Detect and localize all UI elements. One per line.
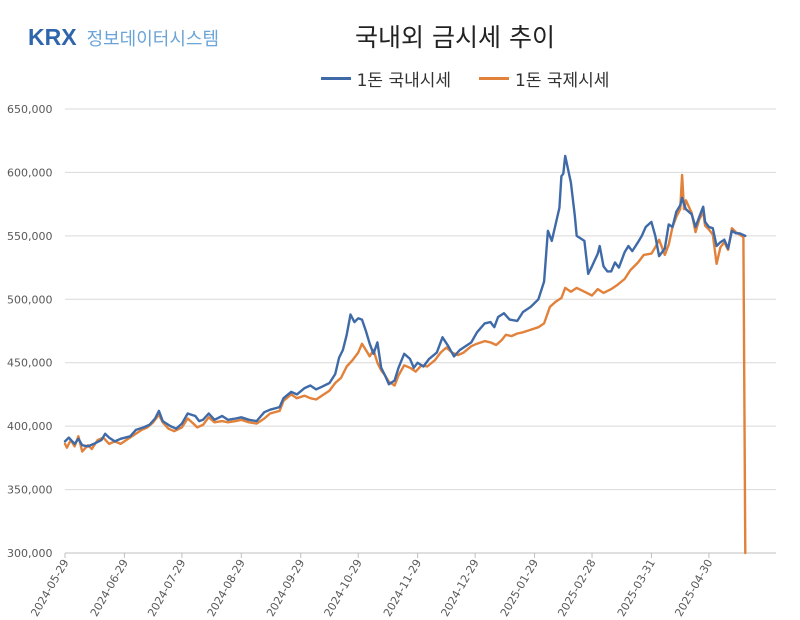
x-tick-label: 2024-08-29	[205, 557, 248, 619]
y-tick-label: 400,000	[7, 420, 53, 433]
y-tick-label: 650,000	[7, 103, 53, 116]
x-tick-label: 2025-01-29	[498, 557, 541, 619]
gridlines	[65, 108, 776, 554]
y-tick-label: 500,000	[7, 293, 53, 306]
x-tick-label: 2024-09-29	[264, 557, 307, 619]
chart-legend: 1돈 국내시세 1돈 국제시세	[0, 66, 800, 91]
legend-label-international: 1돈 국제시세	[515, 71, 610, 91]
krx-logo: KRX 정보데이터시스템	[28, 24, 219, 51]
x-axis-ticks: 2024-05-29 2024-06-29 2024-07-29 2024-08-29…	[28, 553, 716, 619]
legend-item-domestic: 1돈 국내시세	[320, 66, 451, 91]
legend-item-international: 1돈 국제시세	[479, 66, 609, 91]
x-tick-label: 2024-10-29	[322, 557, 365, 619]
x-tick-label: 2025-04-30	[672, 557, 715, 619]
legend-swatch-international	[479, 77, 509, 80]
x-tick-label: 2024-05-29	[28, 557, 71, 619]
series-line-international	[63, 173, 747, 555]
x-tick-label: 2024-11-29	[381, 557, 424, 619]
x-tick-label: 2025-02-28	[555, 557, 598, 619]
y-tick-label: 300,000	[7, 547, 53, 560]
logo-mark: KRX	[28, 24, 77, 50]
legend-label-domestic: 1돈 국내시세	[356, 71, 451, 91]
x-tick-label: 2025-03-31	[615, 557, 658, 619]
y-tick-label: 550,000	[7, 230, 53, 243]
y-tick-label: 350,000	[7, 484, 53, 497]
logo-text: 정보데이터시스템	[86, 28, 220, 50]
chart-title: 국내외 금시세 추이	[355, 23, 555, 52]
y-axis-ticks: 300,000 350,000 400,000 450,000 500,000 550,0…	[7, 103, 53, 560]
y-tick-label: 600,000	[7, 166, 53, 179]
x-tick-label: 2024-07-29	[145, 557, 188, 619]
series-lines	[63, 154, 747, 555]
y-tick-label: 450,000	[7, 357, 53, 370]
legend-swatch-domestic	[320, 77, 351, 80]
x-tick-label: 2024-06-29	[88, 557, 131, 619]
x-tick-label: 2024-12-29	[438, 557, 481, 619]
series-line-domestic	[63, 154, 747, 448]
